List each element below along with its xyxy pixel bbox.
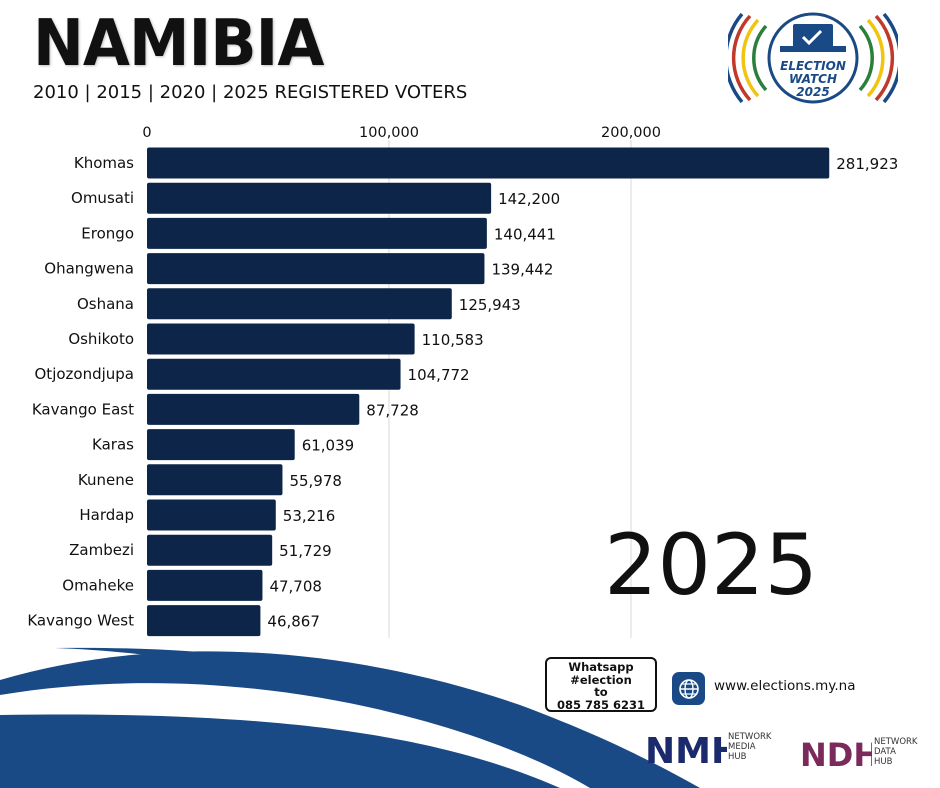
bar (147, 182, 492, 214)
value-label: 55,978 (289, 472, 342, 490)
ndh-logo: NDH (800, 736, 872, 771)
value-label: 140,441 (494, 225, 556, 243)
bar-chart: 0 100,000 200,000 Khomas 281,923 Omusati 142,2… (27, 125, 898, 639)
election-watch-logo: ELECTION WATCH 2025 (728, 12, 898, 104)
ndh-wordmark: NETWORK DATA HUB (874, 737, 918, 767)
value-label: 104,772 (408, 366, 470, 384)
category-label: Omusati (71, 189, 134, 207)
value-label: 53,216 (283, 507, 336, 525)
category-label: Omaheke (62, 576, 134, 594)
whatsapp-line-2: #election (570, 672, 632, 687)
badge-line-2: WATCH (789, 72, 837, 86)
nmh-mark: NMH (645, 731, 727, 768)
bar (147, 288, 452, 320)
value-label: 47,708 (269, 577, 322, 595)
bar (147, 393, 360, 425)
nmh-word-1: NETWORK (728, 732, 772, 742)
decorative-wave (0, 647, 700, 788)
nmh-word-2: MEDIA (728, 742, 756, 752)
bar (147, 147, 830, 179)
bar (147, 429, 295, 461)
value-label: 281,923 (836, 155, 898, 173)
year-label: 2025 (604, 516, 818, 614)
category-label: Oshikoto (68, 330, 134, 348)
category-label: Otjozondjupa (35, 365, 135, 383)
category-label: Karas (92, 436, 134, 454)
value-label: 142,200 (498, 190, 560, 208)
bar (147, 253, 485, 285)
value-label: 61,039 (302, 437, 355, 455)
whatsapp-box: Whatsapp #election to 085 785 6231 (545, 657, 657, 712)
bar (147, 217, 487, 249)
ndh-mark: NDH (800, 736, 872, 771)
nmh-logo: NMH (645, 731, 727, 768)
nmh-word-3: HUB (728, 752, 747, 762)
badge-line-3: 2025 (796, 85, 829, 99)
ndh-word-2: DATA (874, 747, 896, 757)
bar (147, 499, 276, 531)
globe-icon (672, 672, 705, 705)
page-title: NAMIBIA (33, 7, 324, 81)
whatsapp-line-3: to (594, 685, 608, 699)
value-label: 110,583 (422, 331, 484, 349)
badge-line-1: ELECTION (780, 59, 846, 73)
ndh-word-1: NETWORK (874, 737, 918, 747)
bar (147, 323, 415, 355)
value-label: 139,442 (491, 261, 553, 279)
website-link[interactable]: www.elections.my.na (714, 678, 856, 694)
category-label: Oshana (77, 295, 134, 313)
value-label: 125,943 (459, 296, 521, 314)
category-label: Kunene (78, 471, 134, 489)
value-label: 87,728 (366, 401, 419, 419)
tick-label: 100,000 (359, 125, 419, 141)
whatsapp-line-4: 085 785 6231 (556, 697, 646, 712)
value-label: 51,729 (279, 542, 332, 560)
category-label: Ohangwena (44, 260, 134, 278)
nmh-wordmark: NETWORK MEDIA HUB (728, 732, 772, 762)
bar (147, 358, 401, 390)
whatsapp-line-1: Whatsapp (568, 660, 634, 674)
bar (147, 605, 261, 637)
bar (147, 569, 263, 601)
tick-label: 200,000 (601, 125, 661, 141)
category-label: Hardap (79, 506, 134, 524)
category-label: Erongo (81, 224, 134, 242)
category-label: Zambezi (69, 541, 134, 559)
category-label: Khomas (74, 154, 134, 172)
category-label: Kavango West (27, 612, 134, 630)
page-subtitle: 2010 | 2015 | 2020 | 2025 REGISTERED VOT… (33, 82, 468, 103)
bar (147, 464, 283, 496)
tick-label: 0 (142, 125, 151, 141)
value-label: 46,867 (267, 613, 320, 631)
bar (147, 534, 273, 566)
ndh-word-3: HUB (874, 757, 893, 767)
category-label: Kavango East (32, 400, 134, 418)
